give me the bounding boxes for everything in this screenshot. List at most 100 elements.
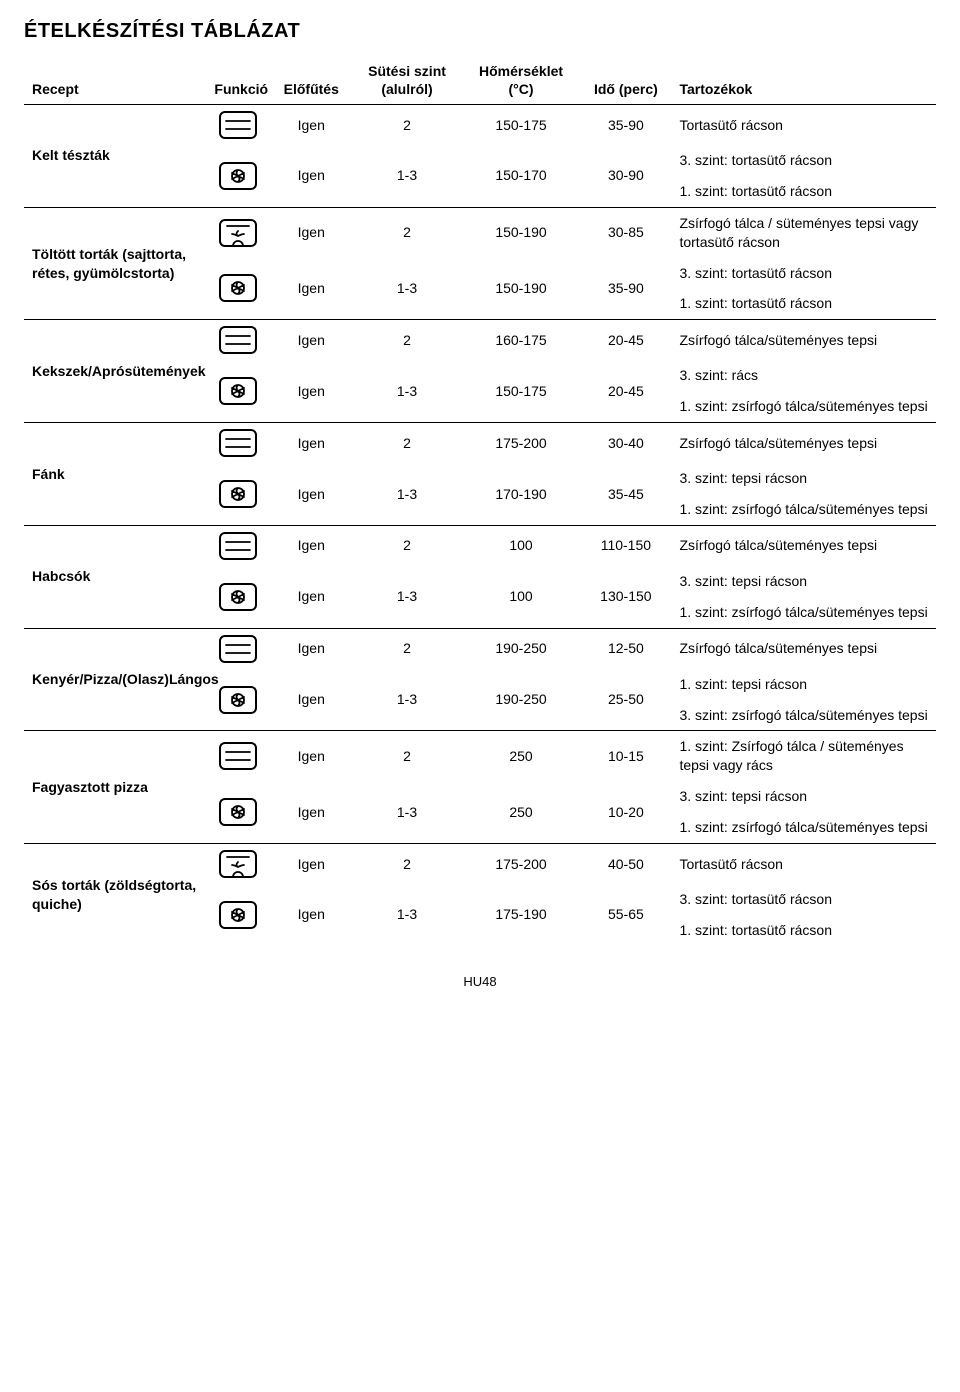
acc-cell: 3. szint: tortasütő rácson [671,884,936,915]
func-cell [206,320,270,361]
temp-cell: 100 [462,525,581,566]
fan_bake-icon [219,850,257,878]
table-row: HabcsókIgen2100110-150Zsírfogó tálca/süt… [24,525,936,566]
fan-icon [219,162,257,190]
acc-cell: 3. szint: tepsi rácson [671,463,936,494]
func-cell [206,781,270,843]
func-cell [206,258,270,320]
table-row: FánkIgen2175-20030-40Zsírfogó tálca/süte… [24,423,936,464]
time-cell: 30-85 [580,207,671,257]
acc-cell: 1. szint: tortasütő rácson [671,915,936,946]
level-cell: 1-3 [352,463,461,525]
temp-cell: 150-190 [462,207,581,257]
conventional-icon [219,111,257,139]
fan-icon [219,901,257,929]
table-row: Sós torták (zöldségtorta, quiche)Igen217… [24,844,936,885]
temp-cell: 170-190 [462,463,581,525]
recipe-cell: Sós torták (zöldségtorta, quiche) [24,844,206,946]
page-footer: HU48 [24,974,936,989]
preheat-cell: Igen [270,781,352,843]
time-cell: 130-150 [580,566,671,628]
func-cell [206,628,270,669]
level-cell: 2 [352,423,461,464]
temp-cell: 190-250 [462,628,581,669]
func-cell [206,360,270,422]
time-cell: 40-50 [580,844,671,885]
temp-cell: 160-175 [462,320,581,361]
fan-icon [219,274,257,302]
temp-cell: 175-200 [462,844,581,885]
level-cell: 1-3 [352,145,461,207]
col-recipe: Recept [24,57,206,105]
func-cell [206,105,270,146]
level-cell: 1-3 [352,566,461,628]
time-cell: 30-90 [580,145,671,207]
func-cell [206,207,270,257]
acc-cell: 1. szint: tepsi rácson [671,669,936,700]
temp-cell: 150-170 [462,145,581,207]
preheat-cell: Igen [270,360,352,422]
temp-cell: 175-200 [462,423,581,464]
table-row: Kekszek/AprósüteményekIgen2160-17520-45Z… [24,320,936,361]
col-acc: Tartozékok [671,57,936,105]
temp-cell: 150-175 [462,105,581,146]
level-cell: 2 [352,731,461,781]
level-cell: 1-3 [352,781,461,843]
temp-cell: 150-175 [462,360,581,422]
time-cell: 20-45 [580,360,671,422]
table-header-row: Recept Funkció Előfűtés Sütési szint (al… [24,57,936,105]
time-cell: 55-65 [580,884,671,946]
func-cell [206,884,270,946]
acc-cell: 3. szint: tortasütő rácson [671,145,936,176]
level-cell: 2 [352,207,461,257]
preheat-cell: Igen [270,844,352,885]
acc-cell: 3. szint: zsírfogó tálca/süteményes teps… [671,700,936,731]
recipe-cell: Kekszek/Aprósütemények [24,320,206,423]
recipe-cell: Habcsók [24,525,206,628]
recipe-cell: Fagyasztott pizza [24,731,206,844]
fan_bake-icon [219,219,257,247]
temp-cell: 100 [462,566,581,628]
fan-icon [219,583,257,611]
fan-icon [219,377,257,405]
col-preheat: Előfűtés [270,57,352,105]
func-cell [206,566,270,628]
level-cell: 1-3 [352,884,461,946]
func-cell [206,731,270,781]
acc-cell: 3. szint: tepsi rácson [671,566,936,597]
level-cell: 2 [352,320,461,361]
fan-icon [219,798,257,826]
conventional-icon [219,532,257,560]
func-cell [206,844,270,885]
preheat-cell: Igen [270,566,352,628]
time-cell: 30-40 [580,423,671,464]
acc-cell: Zsírfogó tálca/süteményes tepsi [671,423,936,464]
level-cell: 1-3 [352,669,461,731]
time-cell: 10-20 [580,781,671,843]
time-cell: 12-50 [580,628,671,669]
func-cell [206,423,270,464]
level-cell: 1-3 [352,360,461,422]
func-cell [206,525,270,566]
table-row: Töltött torták (sajttorta, rétes, gyümöl… [24,207,936,257]
recipe-cell: Fánk [24,423,206,526]
acc-cell: 3. szint: rács [671,360,936,391]
level-cell: 2 [352,525,461,566]
acc-cell: 1. szint: tortasütő rácson [671,288,936,319]
acc-cell: Zsírfogó tálca/süteményes tepsi [671,525,936,566]
func-cell [206,145,270,207]
time-cell: 110-150 [580,525,671,566]
temp-cell: 250 [462,731,581,781]
preheat-cell: Igen [270,731,352,781]
acc-cell: 1. szint: zsírfogó tálca/süteményes teps… [671,391,936,422]
temp-cell: 250 [462,781,581,843]
page-title: ÉTELKÉSZÍTÉSI TÁBLÁZAT [24,20,936,43]
table-row: Fagyasztott pizzaIgen225010-151. szint: … [24,731,936,781]
preheat-cell: Igen [270,525,352,566]
preheat-cell: Igen [270,105,352,146]
time-cell: 35-90 [580,258,671,320]
acc-cell: Zsírfogó tálca/süteményes tepsi [671,628,936,669]
time-cell: 25-50 [580,669,671,731]
preheat-cell: Igen [270,669,352,731]
col-temp: Hőmérséklet (°C) [462,57,581,105]
